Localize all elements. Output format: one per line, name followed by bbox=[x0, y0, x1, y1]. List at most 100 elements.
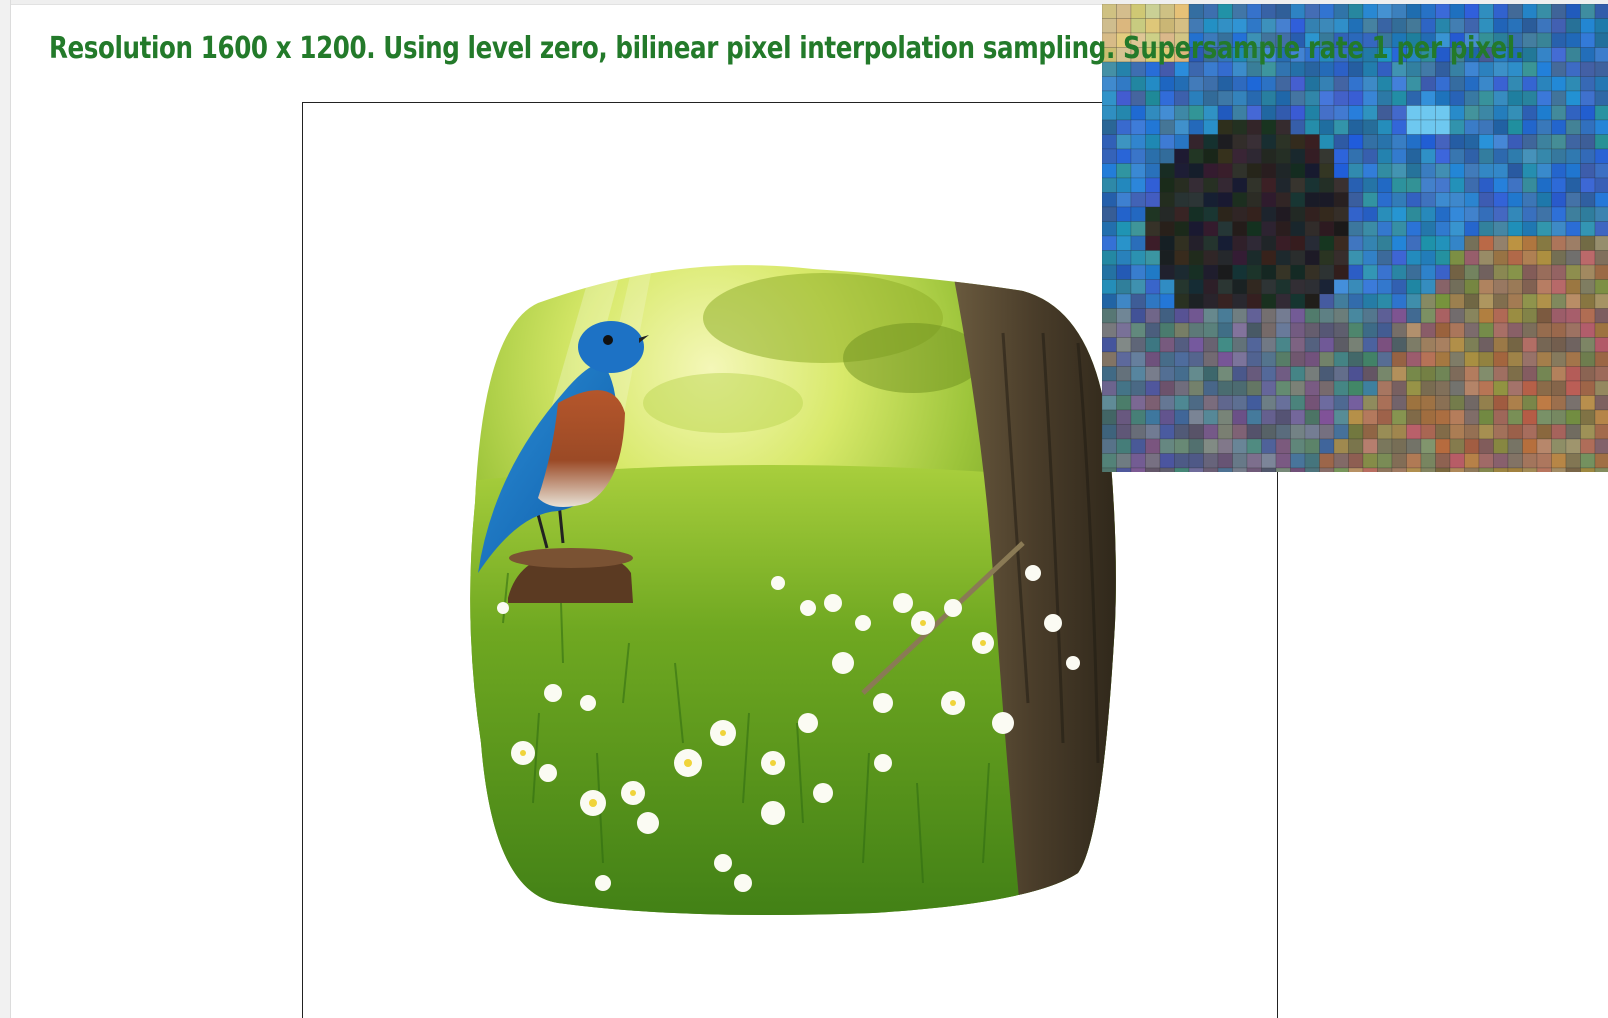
zoom-pixel-cell bbox=[1319, 163, 1335, 179]
zoom-pixel-cell bbox=[1217, 177, 1233, 193]
zoom-pixel-cell bbox=[1348, 4, 1364, 19]
zoom-pixel-cell bbox=[1348, 148, 1364, 164]
zoom-pixel-cell bbox=[1290, 467, 1306, 472]
zoom-pixel-cell bbox=[1174, 424, 1190, 440]
zoom-pixel-cell bbox=[1551, 148, 1567, 164]
zoom-pixel-cell bbox=[1246, 192, 1262, 208]
zoom-pixel-cell bbox=[1246, 235, 1262, 251]
zoom-pixel-cell bbox=[1159, 105, 1175, 121]
zoom-pixel-cell bbox=[1594, 424, 1608, 440]
zoom-pixel-cell bbox=[1507, 4, 1523, 19]
zoom-pixel-cell bbox=[1493, 264, 1509, 280]
zoom-pixel-cell bbox=[1174, 119, 1190, 135]
zoom-pixel-cell bbox=[1580, 18, 1596, 34]
zoom-pixel-cell bbox=[1580, 337, 1596, 353]
zoom-pixel-cell bbox=[1522, 293, 1538, 309]
zoom-pixel-cell bbox=[1551, 221, 1567, 237]
zoom-pixel-cell bbox=[1580, 250, 1596, 266]
zoom-pixel-cell bbox=[1478, 90, 1494, 106]
zoom-pixel-cell bbox=[1377, 235, 1393, 251]
zoom-pixel-cell bbox=[1102, 453, 1117, 469]
zoom-pixel-cell bbox=[1319, 409, 1335, 425]
zoom-pixel-cell bbox=[1145, 351, 1161, 367]
zoom-pixel-cell bbox=[1420, 380, 1436, 396]
zoom-pixel-cell bbox=[1275, 206, 1291, 222]
zoom-pixel-cell bbox=[1565, 163, 1581, 179]
zoom-pixel-cell bbox=[1580, 76, 1596, 92]
zoom-pixel-cell bbox=[1493, 4, 1509, 19]
zoom-pixel-cell bbox=[1145, 119, 1161, 135]
zoom-pixel-cell bbox=[1478, 395, 1494, 411]
zoom-pixel-cell bbox=[1464, 351, 1480, 367]
zoom-pixel-cell bbox=[1420, 163, 1436, 179]
zoom-pixel-cell bbox=[1522, 395, 1538, 411]
zoom-pixel-cell bbox=[1435, 337, 1451, 353]
zoom-pixel-cell bbox=[1391, 177, 1407, 193]
zoom-pixel-cell bbox=[1594, 90, 1608, 106]
zoom-pixel-cell bbox=[1116, 221, 1132, 237]
zoom-pixel-cell bbox=[1319, 221, 1335, 237]
zoom-pixel-cell bbox=[1420, 337, 1436, 353]
zoom-pixel-cell bbox=[1246, 467, 1262, 472]
zoom-pixel-cell bbox=[1319, 395, 1335, 411]
window-top-edge bbox=[0, 0, 1608, 5]
zoom-pixel-cell bbox=[1290, 380, 1306, 396]
zoom-pixel-cell bbox=[1232, 380, 1248, 396]
zoom-pixel-cell bbox=[1580, 134, 1596, 150]
zoom-pixel-cell bbox=[1304, 163, 1320, 179]
zoom-pixel-cell bbox=[1333, 424, 1349, 440]
zoom-pixel-cell bbox=[1188, 293, 1204, 309]
zoom-pixel-cell bbox=[1420, 453, 1436, 469]
zoom-pixel-cell bbox=[1478, 192, 1494, 208]
zoom-pixel-cell bbox=[1507, 221, 1523, 237]
zoom-pixel-cell bbox=[1319, 206, 1335, 222]
zoom-pixel-cell bbox=[1130, 467, 1146, 472]
zoom-pixel-cell bbox=[1391, 453, 1407, 469]
zoom-pixel-cell bbox=[1261, 293, 1277, 309]
zoom-pixel-cell bbox=[1246, 221, 1262, 237]
zoom-pixel-cell bbox=[1565, 351, 1581, 367]
zoom-pixel-cell bbox=[1406, 409, 1422, 425]
zoom-pixel-cell bbox=[1507, 308, 1523, 324]
zoom-pixel-cell bbox=[1130, 192, 1146, 208]
zoom-pixel-cell bbox=[1449, 308, 1465, 324]
zoom-pixel-cell bbox=[1478, 453, 1494, 469]
zoom-pixel-cell bbox=[1102, 163, 1117, 179]
zoom-pixel-cell bbox=[1275, 409, 1291, 425]
zoom-pixel-cell bbox=[1159, 163, 1175, 179]
zoom-pixel-cell bbox=[1348, 308, 1364, 324]
zoom-pixel-cell bbox=[1246, 163, 1262, 179]
zoom-pixel-cell bbox=[1174, 134, 1190, 150]
zoom-pixel-cell bbox=[1478, 235, 1494, 251]
zoom-pixel-cell bbox=[1464, 395, 1480, 411]
zoom-pixel-cell bbox=[1290, 395, 1306, 411]
zoom-pixel-cell bbox=[1406, 424, 1422, 440]
zoom-pixel-cell bbox=[1536, 148, 1552, 164]
zoom-pixel-cell bbox=[1362, 177, 1378, 193]
zoom-pixel-cell bbox=[1261, 105, 1277, 121]
zoom-pixel-cell bbox=[1551, 438, 1567, 454]
zoom-pixel-cell bbox=[1580, 47, 1596, 63]
zoom-pixel-cell bbox=[1188, 395, 1204, 411]
zoom-pixel-cell bbox=[1377, 90, 1393, 106]
zoom-pixel-cell bbox=[1275, 134, 1291, 150]
zoom-pixel-cell bbox=[1319, 192, 1335, 208]
zoom-pixel-cell bbox=[1565, 18, 1581, 34]
zoom-pixel-cell bbox=[1478, 163, 1494, 179]
zoom-pixel-cell bbox=[1565, 453, 1581, 469]
zoom-pixel-cell bbox=[1217, 409, 1233, 425]
zoom-pixel-cell bbox=[1536, 453, 1552, 469]
zoom-pixel-cell bbox=[1449, 467, 1465, 472]
zoom-pixel-cell bbox=[1565, 76, 1581, 92]
zoom-pixel-cell bbox=[1275, 279, 1291, 295]
zoom-pixel-cell bbox=[1232, 308, 1248, 324]
zoom-pixel-cell bbox=[1464, 409, 1480, 425]
zoom-pixel-cell bbox=[1580, 192, 1596, 208]
zoom-pixel-cell bbox=[1522, 235, 1538, 251]
zoom-pixel-cell bbox=[1217, 4, 1233, 19]
zoom-pixel-cell bbox=[1203, 380, 1219, 396]
render-canvas[interactable] bbox=[302, 102, 1278, 1018]
zoom-pixel-cell bbox=[1102, 221, 1117, 237]
zoom-pixel-cell bbox=[1406, 395, 1422, 411]
zoom-pixel-cell bbox=[1217, 134, 1233, 150]
